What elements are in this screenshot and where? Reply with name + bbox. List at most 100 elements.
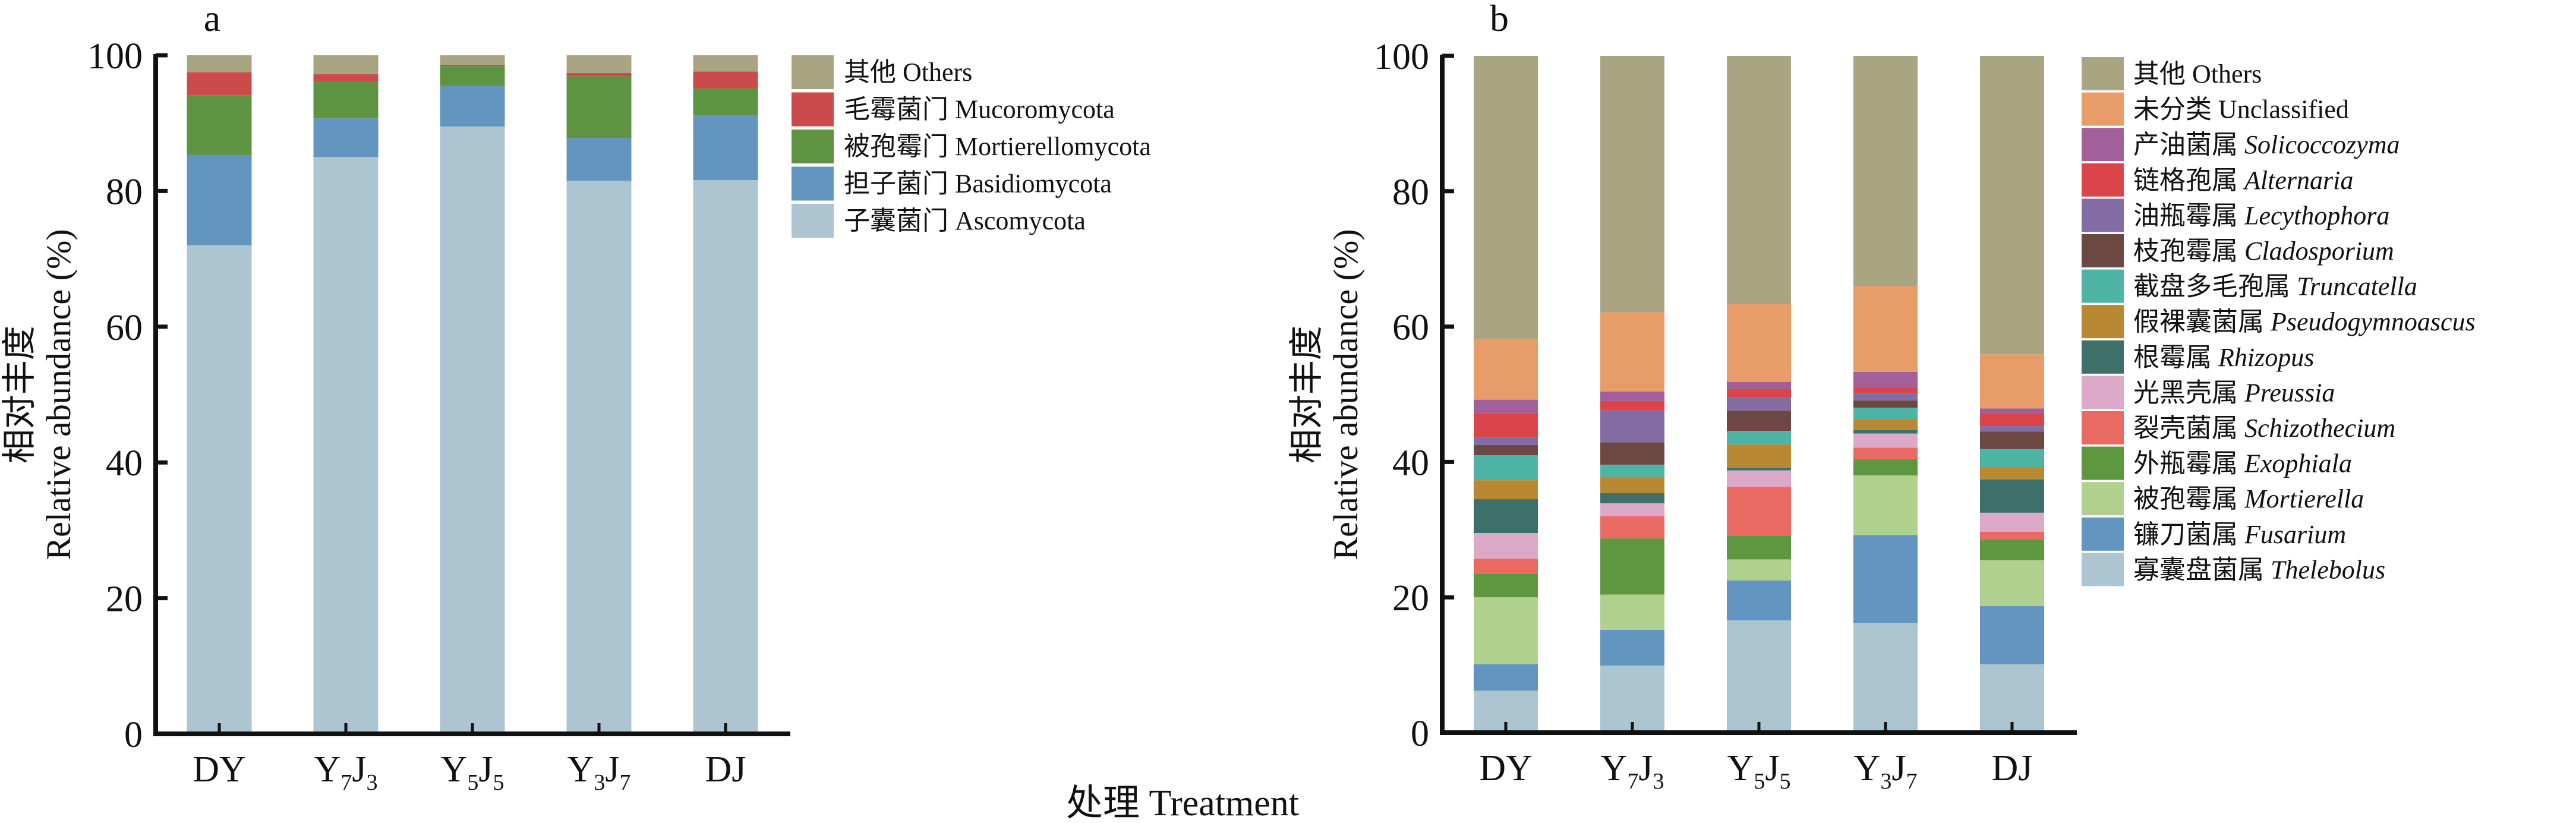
bar-segment-lecythophora-y7j3 [1600, 410, 1664, 443]
legend-label: 毛霉菌门 Mucoromycota [844, 95, 1115, 124]
bar-segment-rhizopus-dj [1980, 480, 2044, 513]
bar-segment-exophiala-y5j5 [1727, 535, 1791, 560]
panel-b-y-title-cn: 相对丰度 [1287, 326, 1326, 463]
bar-segment-cladosporium-y3j7 [1853, 400, 1918, 408]
x-tick-label-y7j3: Y7J3 [314, 749, 378, 795]
bar-segment-preussia-dj [1980, 512, 2044, 532]
bar-segment-truncatella-y3j7 [1853, 408, 1918, 420]
legend-item-others: 其他 Others [2082, 57, 2262, 90]
bar-segment-basidiomycota-y7j3 [313, 118, 379, 157]
legend-swatch [2082, 376, 2124, 409]
legend-swatch [792, 130, 834, 163]
bar-segment-rhizopus-y5j5 [1727, 468, 1791, 471]
legend-swatch [2082, 198, 2124, 232]
bar-segment-alternaria-y7j3 [1600, 401, 1664, 411]
bar-segment-unclassified-dj [1980, 354, 2044, 409]
legend-label: 镰刀菌属 Fusarium [2133, 520, 2346, 549]
legend-label: 寡囊盘菌属 Thelebolus [2133, 555, 2385, 584]
panel-a-bars [187, 55, 758, 734]
bar-segment-cladosporium-dy [1474, 444, 1538, 456]
bar-segment-ascomycota-y3j7 [566, 181, 632, 734]
panel-b-label: b [1490, 0, 1509, 39]
legend-swatch [2082, 340, 2124, 374]
bar-segment-mortierellomycota-y7j3 [313, 81, 379, 119]
bar-segment-others-dy [1474, 56, 1538, 339]
panel-a-label: a [204, 0, 220, 39]
bar-segment-exophiala-dj [1980, 539, 2044, 560]
bar-segment-mucoromycota-dy [187, 72, 252, 96]
y-tick-label: 0 [1411, 714, 1429, 754]
bar-segment-mortierella-dj [1980, 560, 2044, 607]
legend-swatch [2082, 517, 2124, 551]
bar-segment-solicoccozyma-y3j7 [1853, 371, 1918, 388]
legend-item-exophiala: 外瓶霉属 Exophiala [2082, 446, 2352, 480]
bar-segment-mortierellomycota-dy [187, 95, 252, 155]
bar-stack-Y3J7 [1853, 56, 1918, 733]
bar-segment-rhizopus-y3j7 [1853, 430, 1918, 434]
legend-label: 光黑壳属 Preussia [2133, 378, 2335, 407]
bar-segment-alternaria-dj [1980, 414, 2044, 427]
bar-segment-fusarium-dy [1474, 664, 1538, 691]
bar-segment-exophiala-dy [1474, 573, 1538, 598]
legend-swatch [2082, 482, 2124, 516]
bar-segment-fusarium-dj [1980, 606, 2044, 664]
legend-swatch [2082, 92, 2124, 126]
bar-segment-schizothecium-y5j5 [1727, 487, 1791, 536]
bar-segment-unclassified-y5j5 [1727, 304, 1791, 382]
bar-segment-lecythophora-y5j5 [1727, 397, 1791, 411]
bar-segment-mortierella-y7j3 [1600, 594, 1664, 630]
y-tick-label: 80 [106, 172, 143, 212]
legend-label: 油瓶霉属 Lecythophora [2133, 201, 2389, 230]
legend-item-ascomycota: 子囊菌门 Ascomycota [792, 204, 1086, 238]
bar-segment-solicoccozyma-dj [1980, 408, 2044, 414]
legend-label: 被孢霉门 Mortierellomycota [844, 132, 1151, 161]
legend-label: 链格孢属 Alternaria [2133, 166, 2353, 195]
legend-label: 外瓶霉属 Exophiala [2133, 449, 2352, 478]
bar-segment-preussia-y5j5 [1727, 470, 1791, 487]
bar-segment-mortierellomycota-dj [693, 88, 758, 116]
bar-segment-thelebolus-y7j3 [1600, 666, 1664, 733]
bar-segment-ascomycota-dy [187, 245, 252, 734]
x-tick-label-y5j5: Y5J5 [1727, 748, 1791, 794]
legend-swatch [2082, 553, 2124, 586]
legend-swatch [2082, 128, 2124, 162]
bar-segment-fusarium-y5j5 [1727, 580, 1791, 620]
y-tick-label: 20 [106, 579, 143, 620]
legend-item-mortierellomycota: 被孢霉门 Mortierellomycota [792, 130, 1151, 163]
bar-segment-truncatella-dj [1980, 449, 2044, 468]
bar-segment-preussia-dy [1474, 532, 1538, 559]
x-tick-label-dy: DY [193, 749, 246, 790]
bar-segment-others-y5j5 [440, 55, 505, 65]
legend-item-pseudogymnoascus: 假裸囊菌属 Pseudogymnoascus [2082, 305, 2476, 339]
bar-segment-mucoromycota-y5j5 [440, 64, 505, 67]
legend-label: 根霉属 Rhizopus [2133, 343, 2314, 372]
legend-item-cladosporium: 枝孢霉属 Cladosporium [2082, 234, 2394, 267]
legend-label: 担子菌门 Basidiomycota [844, 169, 1112, 198]
bar-stack-DJ [1980, 56, 2044, 733]
bar-segment-thelebolus-y3j7 [1853, 623, 1918, 733]
bar-segment-truncatella-dy [1474, 455, 1538, 481]
bar-segment-ascomycota-y7j3 [313, 157, 379, 734]
bar-stack-Y7J3 [1600, 56, 1664, 733]
bar-stack-Y5J5 [440, 55, 505, 734]
legend-label: 未分类 Unclassified [2133, 95, 2349, 124]
bar-segment-others-y7j3 [1600, 56, 1664, 313]
bar-stack-DY [187, 55, 252, 734]
bar-stack-Y7J3 [313, 55, 379, 734]
legend-swatch [2082, 57, 2124, 90]
legend-label: 假裸囊菌属 Pseudogymnoascus [2133, 307, 2476, 336]
x-tick-label-y3j7: Y3J7 [567, 749, 631, 795]
bar-segment-pseudogymnoascus-y7j3 [1600, 477, 1664, 493]
y-tick-label: 60 [1392, 308, 1429, 348]
bar-segment-others-dy [187, 55, 252, 72]
bar-segment-preussia-y7j3 [1600, 503, 1664, 516]
panel-b-y-title-en: Relative abundance (%) [1326, 229, 1365, 560]
y-tick-label: 0 [124, 715, 143, 755]
bar-segment-truncatella-y7j3 [1600, 464, 1664, 477]
panel-b-chart: b 相对丰度 Relative abundance (%) 0 20 40 60 80 1… [1287, 0, 2476, 794]
bar-segment-others-y3j7 [566, 55, 632, 73]
panel-b-bars [1474, 56, 2044, 733]
bar-segment-basidiomycota-y5j5 [440, 86, 505, 127]
bar-stack-Y3J7 [566, 55, 632, 734]
bar-segment-solicoccozyma-dy [1474, 399, 1538, 414]
